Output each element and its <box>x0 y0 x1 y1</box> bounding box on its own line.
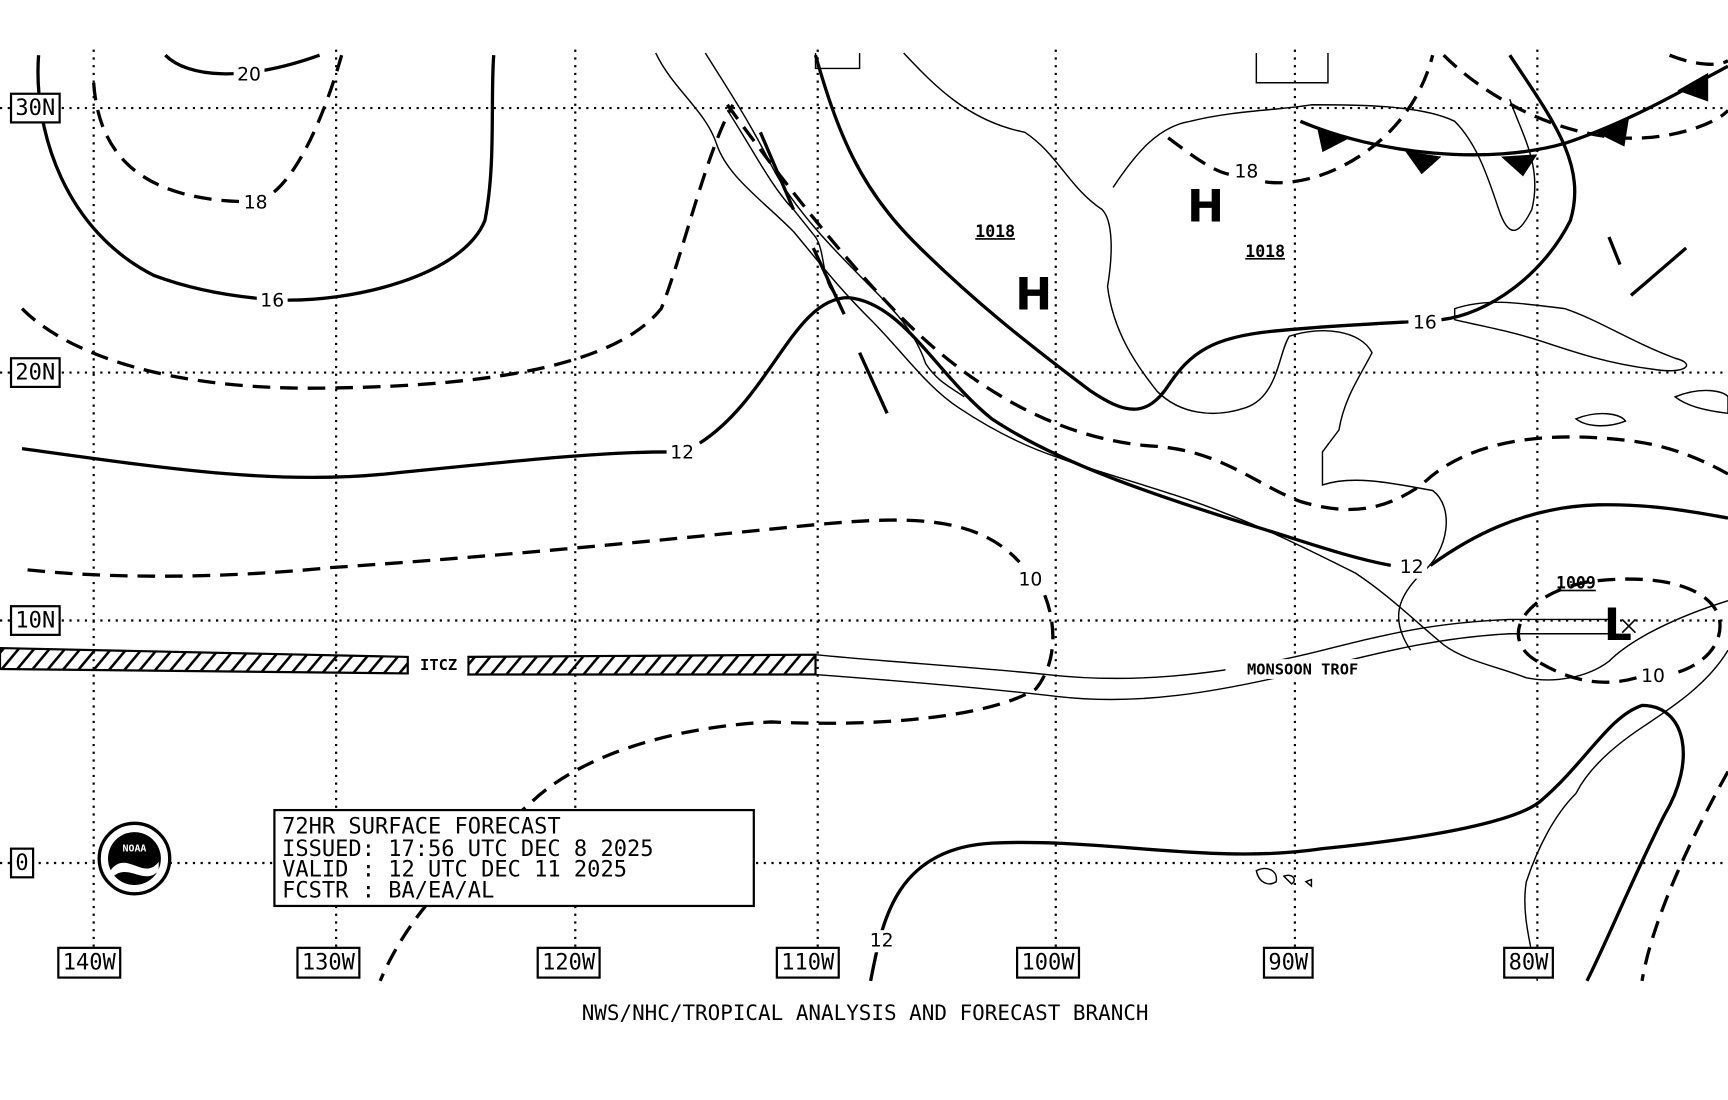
contour-label: 20 <box>237 65 261 86</box>
label-box <box>9 605 61 636</box>
low-symbol: L <box>1604 600 1632 651</box>
label-bg <box>256 289 288 312</box>
itcz <box>0 618 1609 701</box>
latitude-label: 30N <box>15 96 55 121</box>
contour-label: 16 <box>1413 312 1437 333</box>
info-line: ISSUED: 17:56 UTC DEC 8 2025 <box>282 837 653 862</box>
trough-label: MONSOON TROF <box>1247 661 1358 679</box>
label-box <box>9 357 61 388</box>
longitude-label: 120W <box>542 950 596 975</box>
label-bg <box>1230 160 1262 184</box>
label-bg <box>666 442 698 465</box>
latitude-label: 0 <box>15 851 28 876</box>
isobars <box>20 53 1728 982</box>
latitude-label: 20N <box>15 361 55 386</box>
footer: NWS/NHC/TROPICAL ANALYSIS AND FORECAST B… <box>582 1001 1149 1025</box>
high-symbol: H <box>1187 181 1224 232</box>
label-box <box>1503 946 1554 979</box>
longitude-label: 140W <box>63 950 117 975</box>
noaa-logo: NOAA <box>97 821 172 896</box>
label-bg <box>1637 665 1669 688</box>
logo-text: NOAA <box>123 844 147 855</box>
longitude-label: 80W <box>1509 950 1550 975</box>
longitude-label: 130W <box>302 950 356 975</box>
contour-label: 12 <box>670 443 694 464</box>
contour-label: 18 <box>244 192 268 213</box>
pressure-value: 1018 <box>1245 242 1285 261</box>
label-bg <box>1396 556 1428 579</box>
cold-front <box>1299 64 1728 177</box>
pressure-centers: H 1018 H 1018 L 1009 <box>975 181 1637 651</box>
pressure-value: 1018 <box>975 222 1015 241</box>
label-box <box>536 946 601 979</box>
label-bg <box>866 930 898 953</box>
longitude-label: 110W <box>781 950 835 975</box>
high-symbol: H <box>1015 270 1052 321</box>
contour-label: 16 <box>260 290 284 311</box>
contour-label: 12 <box>870 931 894 952</box>
label-box <box>1262 946 1314 979</box>
info-line: VALID : 12 UTC DEC 11 2025 <box>282 858 627 883</box>
contour-label: 10 <box>1018 569 1042 590</box>
longitude-label: 90W <box>1268 950 1309 975</box>
label-bg <box>240 191 272 214</box>
info-box: 72HR SURFACE FORECAST ISSUED: 17:56 UTC … <box>273 808 755 908</box>
info-line: 72HR SURFACE FORECAST <box>282 815 561 840</box>
latitude-label: 10N <box>15 609 55 634</box>
pressure-value: 1009 <box>1556 574 1596 593</box>
label-box <box>296 946 361 979</box>
label-box <box>57 946 122 979</box>
label-box <box>9 847 35 879</box>
label-bg <box>1014 568 1046 591</box>
label-bg <box>1409 311 1441 334</box>
longitude-label: 100W <box>1022 950 1076 975</box>
graticule <box>0 49 1728 981</box>
features: ITCZ MONSOON TROF <box>409 654 1380 679</box>
contour-label: 18 <box>1234 162 1258 183</box>
contour-label: 12 <box>1400 557 1424 578</box>
info-line: FCSTR : BA/EA/AL <box>282 879 494 904</box>
label-box <box>9 92 61 124</box>
itcz-label: ITCZ <box>420 656 457 674</box>
label-box <box>775 946 840 979</box>
label-bg <box>233 64 265 87</box>
contour-label: 10 <box>1641 666 1665 687</box>
label-box <box>1015 946 1081 979</box>
